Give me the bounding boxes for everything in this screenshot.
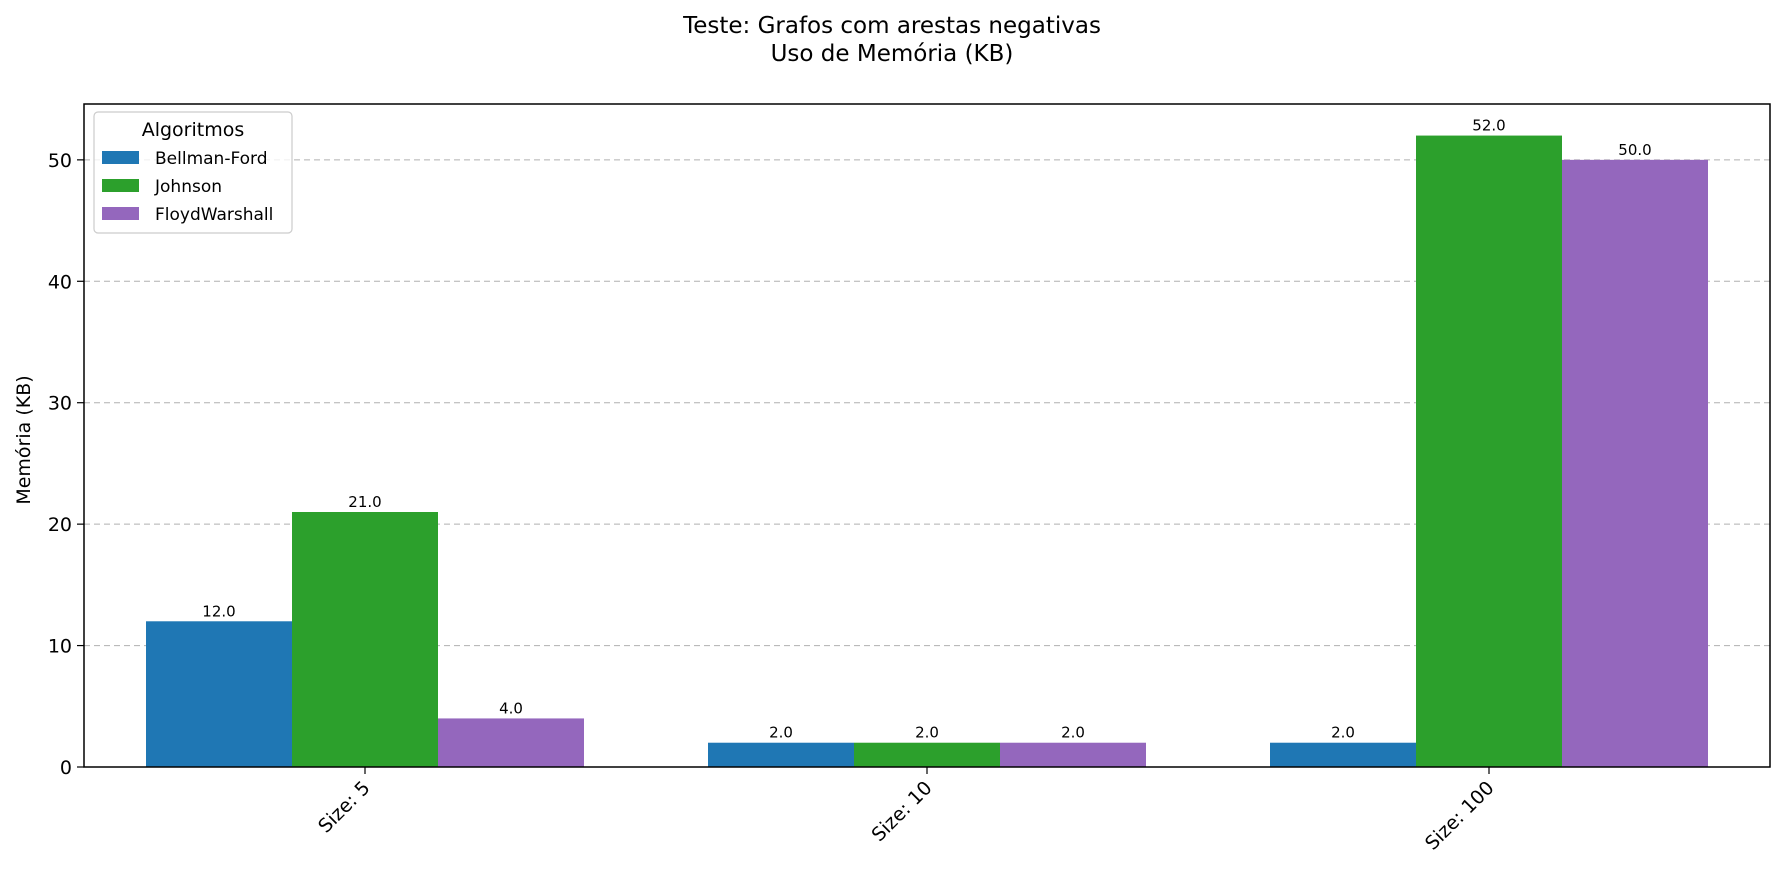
bar xyxy=(1000,742,1146,767)
bar-value-label: 2.0 xyxy=(1331,724,1355,742)
legend-title: Algoritmos xyxy=(142,119,245,141)
legend-entry-label: FloydWarshall xyxy=(155,205,273,225)
bar-value-label: 2.0 xyxy=(1061,724,1085,742)
bar-value-label: 52.0 xyxy=(1472,117,1505,135)
bar-value-label: 21.0 xyxy=(348,493,381,511)
y-axis-label: Memória (KB) xyxy=(13,375,35,504)
legend: Algoritmos Bellman-Ford Johnson FloydWarsh… xyxy=(93,111,293,234)
chart-subtitle: Uso de Memória (KB) xyxy=(771,41,1014,67)
legend-swatch xyxy=(102,151,139,164)
y-tick-label: 40 xyxy=(48,271,72,293)
y-tick-label: 30 xyxy=(48,393,72,415)
bar-value-label: 12.0 xyxy=(202,602,235,620)
y-tick-label: 50 xyxy=(48,150,72,172)
legend-box xyxy=(93,111,293,234)
bar xyxy=(146,621,292,767)
legend-swatch xyxy=(102,179,139,192)
bar xyxy=(1416,135,1562,768)
bar xyxy=(854,742,1000,767)
bar-value-label: 2.0 xyxy=(769,724,793,742)
y-tick-label: 10 xyxy=(48,636,72,658)
y-tick-label: 20 xyxy=(48,514,72,536)
bar xyxy=(438,718,584,767)
legend-items: Bellman-Ford Johnson FloydWarshall xyxy=(102,149,273,225)
bar xyxy=(708,742,854,767)
bar xyxy=(1270,742,1416,767)
bar xyxy=(292,512,438,767)
bar-value-label: 4.0 xyxy=(499,699,523,717)
bar-value-label: 50.0 xyxy=(1618,141,1651,159)
legend-entry-label: Johnson xyxy=(154,177,222,197)
bars xyxy=(146,135,1708,768)
chart-title: Teste: Grafos com arestas negativas xyxy=(682,13,1101,39)
bar-labels: 12.0 21.0 4.0 2.0 2.0 2.0 2.0 52.0 50.0 xyxy=(202,117,1651,742)
legend-swatch xyxy=(102,207,139,220)
bar-value-label: 2.0 xyxy=(915,724,939,742)
y-axis-ticks: 0 10 20 30 40 50 xyxy=(48,150,84,779)
legend-entry-label: Bellman-Ford xyxy=(155,149,268,169)
y-tick-label: 0 xyxy=(60,757,72,779)
bar xyxy=(1562,159,1708,767)
